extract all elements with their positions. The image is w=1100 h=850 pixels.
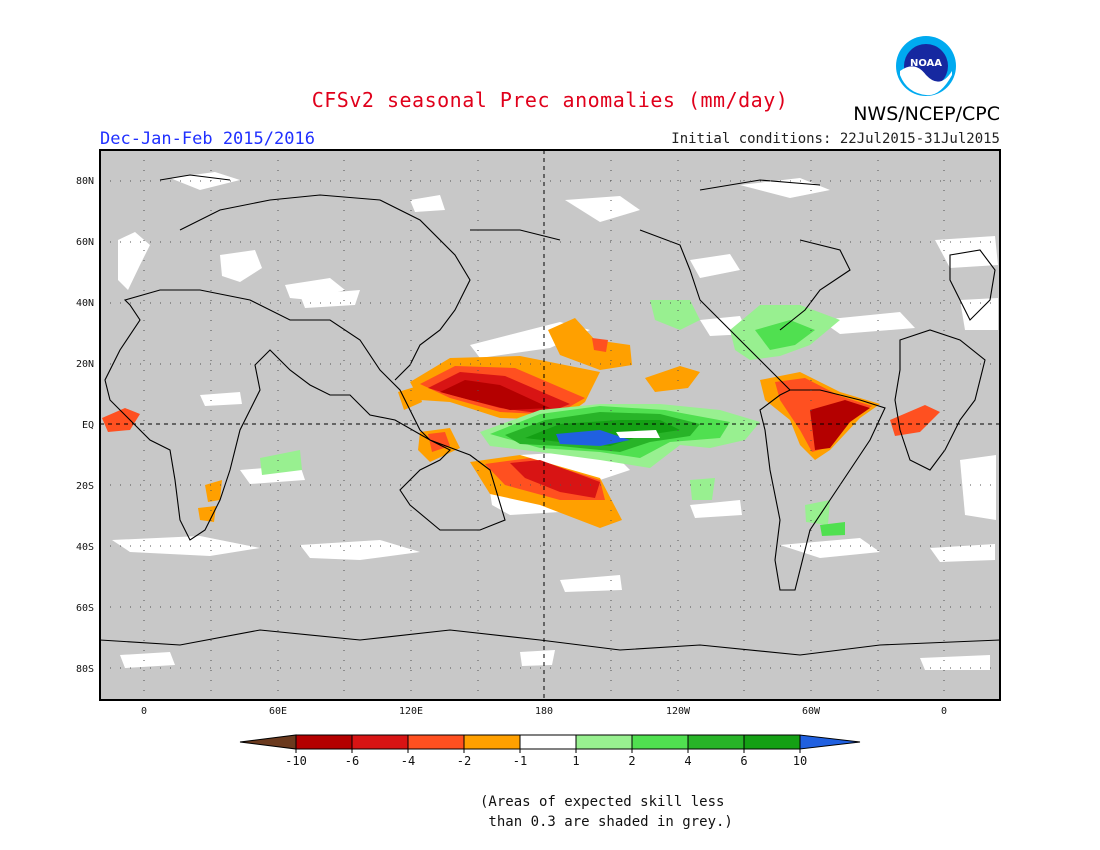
grid-dots <box>100 150 1000 700</box>
legend-label: -10 <box>285 754 307 768</box>
season-label: Dec-Jan-Feb 2015/2016 <box>100 129 315 149</box>
legend-color-box <box>463 734 521 750</box>
legend-color-box <box>743 734 801 750</box>
legend-label: 10 <box>793 754 807 768</box>
legend-color-box <box>407 734 465 750</box>
neutral-anomaly-regions <box>112 172 998 670</box>
anomaly-map: 80N 60N 40N 20N EQ 20S 40S 60S 80S 0 60E… <box>76 149 1001 717</box>
coastlines <box>99 174 1001 656</box>
legend-label: -4 <box>401 754 415 768</box>
legend-color-box <box>575 734 633 750</box>
legend-label: 2 <box>628 754 635 768</box>
legend-color-box <box>799 734 861 750</box>
lat-label: 20N <box>76 359 94 370</box>
wet-anomaly-regions <box>260 300 845 536</box>
organization-label: NWS/NCEP/CPC <box>853 103 1000 125</box>
dry-anomaly-regions <box>102 318 940 528</box>
lat-label: 60N <box>76 237 94 248</box>
lat-label: 20S <box>76 481 94 492</box>
lon-label: 120W <box>666 706 691 717</box>
noaa-logo-text: NOAA <box>910 58 942 69</box>
legend-label: -2 <box>457 754 471 768</box>
legend-color-box <box>687 734 745 750</box>
lat-label: 80N <box>76 176 94 187</box>
skill-note: (Areas of expected skill less than 0.3 a… <box>480 794 733 830</box>
noaa-logo: NOAA <box>896 36 956 96</box>
legend-label: 4 <box>684 754 691 768</box>
legend-color-box <box>631 734 689 750</box>
initial-conditions-label: Initial conditions: 22Jul2015-31Jul2015 <box>671 131 1000 147</box>
legend-label: -6 <box>345 754 359 768</box>
lat-label: EQ <box>82 420 94 431</box>
legend-color-box <box>351 734 409 750</box>
lon-label: 120E <box>399 706 423 717</box>
lat-label: 40N <box>76 298 94 309</box>
map-frame <box>99 149 1001 701</box>
lon-label: 0 <box>141 706 147 717</box>
graticule <box>100 150 1000 700</box>
legend-color-box <box>295 734 353 750</box>
lon-label: 60E <box>269 706 287 717</box>
lat-label: 60S <box>76 603 94 614</box>
legend-label: -1 <box>513 754 527 768</box>
lon-label: 60W <box>802 706 821 717</box>
legend-label: 6 <box>740 754 747 768</box>
color-legend: -10 -6 -4 -2 -1 1 2 4 6 10 <box>239 734 861 768</box>
lat-label: 40S <box>76 542 94 553</box>
lat-label: 80S <box>76 664 94 675</box>
chart-title: CFSv2 seasonal Prec anomalies (mm/day) <box>311 88 789 112</box>
legend-color-box <box>239 734 297 750</box>
lon-label: 0 <box>941 706 947 717</box>
legend-label: 1 <box>572 754 579 768</box>
lon-label: 180 <box>535 706 553 717</box>
legend-color-box <box>519 734 577 750</box>
